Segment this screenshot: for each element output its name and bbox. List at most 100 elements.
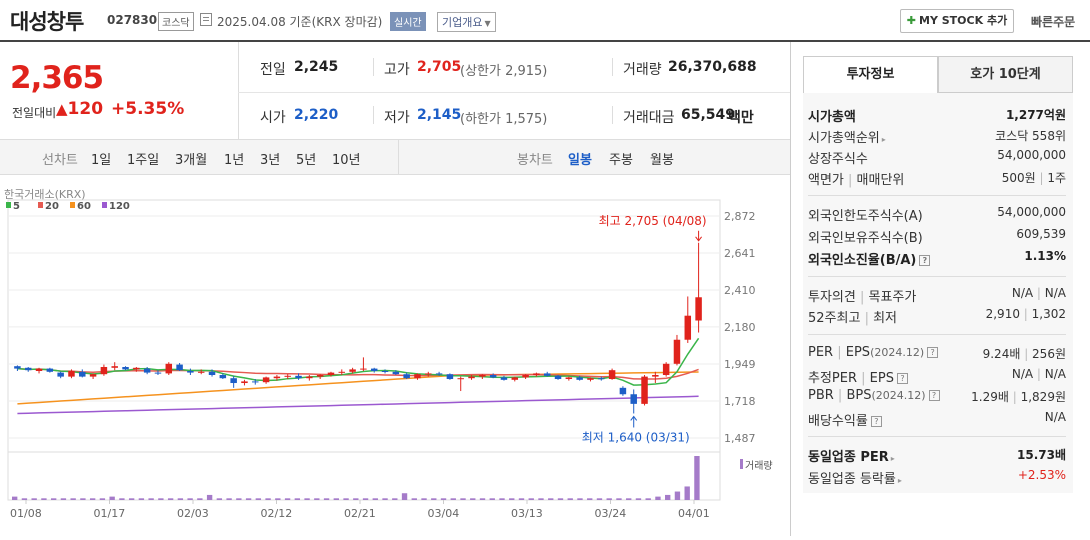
help-icon[interactable]: ? xyxy=(928,390,940,401)
candle-body xyxy=(468,376,475,379)
volume-bar xyxy=(665,494,671,500)
trade-unit-num: 1주 xyxy=(1047,171,1066,185)
foreign-hold-row: 외국인보유주식수(B) 609,539 xyxy=(808,227,1066,247)
ma20-line xyxy=(17,367,699,380)
legend-label: 5 xyxy=(13,201,20,212)
quick-order-button[interactable]: 빠른주문 xyxy=(1031,15,1076,29)
candle-body xyxy=(208,371,216,376)
calendar-icon xyxy=(200,13,212,26)
candle-body xyxy=(327,372,335,376)
volume-bar xyxy=(187,498,193,500)
candle-body xyxy=(630,394,637,404)
volume-bar xyxy=(128,498,135,500)
candle-body xyxy=(35,368,43,371)
current-price: 2,365 xyxy=(10,60,104,96)
stock-name: 대성창투 xyxy=(10,10,84,34)
plus-icon: ✚ xyxy=(906,14,917,27)
period-1d[interactable]: 1일 xyxy=(91,153,112,168)
pipe-separator: | xyxy=(1019,307,1032,321)
volume-bar xyxy=(694,456,700,500)
market-badge: 코스닥 xyxy=(158,12,194,31)
candle-body xyxy=(684,315,692,340)
shares-value: 54,000,000 xyxy=(997,148,1066,162)
volume-bar xyxy=(138,498,145,500)
candle-body xyxy=(489,375,497,378)
tab-orderbook[interactable]: 호가 10단계 xyxy=(938,56,1073,93)
chevron-down-icon: ▼ xyxy=(484,19,491,28)
help-icon[interactable]: ? xyxy=(896,373,908,384)
period-3y[interactable]: 3년 xyxy=(260,153,281,168)
per-value: 9.24배 | 256원 xyxy=(983,345,1066,362)
candle-body xyxy=(662,363,670,376)
add-my-stock-button[interactable]: ✚ MY STOCK 추가 xyxy=(900,9,1014,33)
eps-num: 256원 xyxy=(1032,347,1066,361)
period-10y[interactable]: 10년 xyxy=(332,153,361,168)
shares-label: 상장주식수 xyxy=(808,152,868,167)
legend-label: 120 xyxy=(109,201,130,212)
company-overview-button[interactable]: 기업개요 ▼ xyxy=(437,12,496,32)
pipe-separator: | xyxy=(857,371,870,386)
volume-bar xyxy=(401,493,408,500)
price-diff-value: 120 xyxy=(67,99,104,119)
volume-bar xyxy=(567,498,573,500)
volume-bar xyxy=(333,498,339,500)
volume-bar xyxy=(284,498,291,500)
candle-chart-label: 봉차트 xyxy=(517,153,553,168)
face-value-value: 500원 | 1주 xyxy=(1002,169,1066,186)
candle-monthly[interactable]: 월봉 xyxy=(650,153,674,168)
candle-body xyxy=(446,374,454,380)
target-price-text: 목표주가 xyxy=(868,290,917,305)
opinion-value: N/A | N/A xyxy=(1012,286,1066,300)
help-icon[interactable]: ? xyxy=(919,255,931,266)
sector-per-label[interactable]: 동일업종 PER ▸ xyxy=(808,446,895,465)
candle-body xyxy=(608,370,616,380)
help-icon[interactable]: ? xyxy=(927,347,939,358)
week52-row: 52주최고 | 최저 2,910 | 1,302 xyxy=(808,307,1066,327)
high-value: 2,705 xyxy=(417,59,462,75)
candle-body xyxy=(219,375,227,379)
legend-label: 20 xyxy=(45,201,59,212)
y-tick-label: 2,410 xyxy=(724,284,756,297)
candle-body xyxy=(673,339,681,364)
market-cap-rank-label[interactable]: 시가총액순위 ▸ xyxy=(808,127,886,146)
volume-bar xyxy=(411,498,417,500)
sector-per-value: 15.73배 xyxy=(1017,448,1066,462)
candlestick-chart[interactable]: 2,872 2,641 2,410 2,180 1,949 1,718 1,487 한국거래소… xyxy=(0,176,790,536)
candle-body xyxy=(576,377,583,380)
volume-bar xyxy=(460,498,466,500)
candle-body xyxy=(79,371,86,377)
candle-daily[interactable]: 일봉 xyxy=(568,153,592,168)
period-1w[interactable]: 1주일 xyxy=(127,153,160,168)
volume-bar xyxy=(158,498,164,500)
chart-source: 한국거래소(KRX) xyxy=(4,188,86,201)
volume-bar xyxy=(431,498,437,500)
volume-bar xyxy=(216,498,223,500)
opinion-num: N/A xyxy=(1011,286,1034,300)
period-5y[interactable]: 5년 xyxy=(296,153,317,168)
candle-body xyxy=(543,373,551,376)
y-tick-label: 1,487 xyxy=(724,432,756,445)
pipe-separator: | xyxy=(833,388,847,403)
sector-rate-label[interactable]: 동일업종 등락률 ▸ xyxy=(808,468,902,487)
bps-text: BPS xyxy=(846,388,872,403)
volume-bar xyxy=(206,494,213,500)
volume-bar xyxy=(109,496,115,500)
opinion-text: 투자의견 xyxy=(808,290,856,305)
dividend-value: N/A xyxy=(1044,410,1066,424)
volume-bar xyxy=(557,498,564,500)
period-1y[interactable]: 1년 xyxy=(224,153,245,168)
help-icon[interactable]: ? xyxy=(870,416,882,427)
candle-body xyxy=(24,367,32,371)
candle-weekly[interactable]: 주봉 xyxy=(609,153,633,168)
period-3m[interactable]: 3개월 xyxy=(175,153,208,168)
tab-investment-info[interactable]: 투자정보 xyxy=(803,56,938,93)
volume-bar xyxy=(177,498,184,500)
pbr-label: PBR | BPS(2024.12)? xyxy=(808,388,940,403)
realtime-badge[interactable]: 실시간 xyxy=(390,12,426,31)
candle-body xyxy=(57,372,64,377)
est-per-num: N/A xyxy=(1011,367,1034,381)
per-text: PER xyxy=(808,345,834,360)
x-tick-label: 01/08 xyxy=(10,507,42,520)
candle-body xyxy=(457,378,464,380)
volume-bar xyxy=(479,498,486,500)
